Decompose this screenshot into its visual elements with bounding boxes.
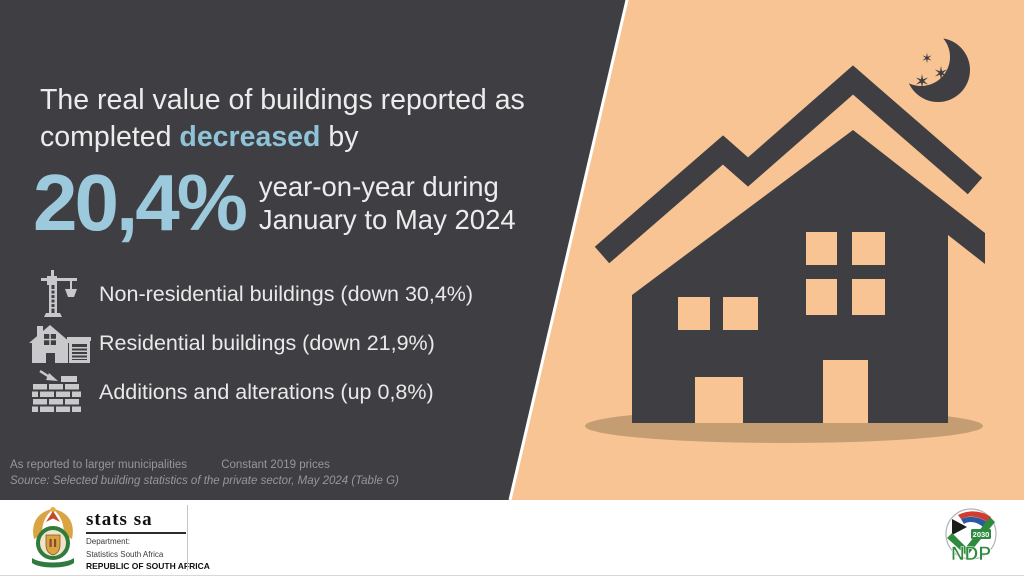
house-body: [632, 130, 985, 423]
left-window-2: [723, 297, 758, 330]
house-illustration: [594, 65, 985, 423]
diagonal-divider: [508, 0, 629, 501]
wordmark-underline: [86, 532, 186, 534]
headline-highlight: decreased: [179, 121, 321, 153]
right-window-pane-2: [852, 232, 885, 265]
stat-caption: year-on-year during January to May 2024: [258, 171, 516, 235]
footnote-line1: As reported to larger municipalities Con…: [10, 458, 399, 474]
moon-crescent-cut: [892, 28, 950, 86]
stat-value: 20,4%: [33, 158, 248, 247]
right-door: [823, 360, 868, 423]
list-item: Additions and alterations (up 0,8%): [28, 368, 473, 417]
dark-panel: [0, 0, 627, 500]
left-door: [695, 377, 743, 423]
ndp-year: 2030: [973, 530, 990, 539]
dept-line2: Statistics South Africa: [86, 549, 164, 559]
breakdown-label: Non-residential buildings (down 30,4%): [99, 282, 474, 306]
left-window-1: [678, 297, 710, 330]
house-garage-icon: [28, 324, 92, 363]
source-label: Source:: [10, 474, 50, 487]
headline-line2: completed decreased by: [40, 121, 359, 153]
footnote-note2: Constant 2019 prices: [221, 459, 330, 471]
moon-and-stars: [892, 28, 970, 102]
bricks-icon: [28, 369, 92, 416]
ndp-2030-logo: 2030 NDP: [945, 508, 997, 565]
source-line: Source: Selected building statistics of …: [10, 474, 399, 490]
right-window-pane-1: [806, 232, 837, 265]
breakdown-label: Residential buildings (down 21,9%): [99, 331, 435, 355]
zigzag-roofline: [594, 65, 983, 264]
breakdown-label: Additions and alterations (up 0,8%): [99, 380, 434, 404]
ndp-label: NDP: [951, 544, 991, 565]
list-item: Non-residential buildings (down 30,4%): [28, 269, 474, 320]
key-statistic: 20,4% year-on-year during January to May…: [33, 161, 516, 245]
headline-line1: The real value of buildings reported as: [40, 84, 525, 116]
footnote-note1: As reported to larger municipalities: [10, 459, 188, 471]
right-window-pane-4: [852, 279, 885, 315]
dept-line1: Department:: [86, 537, 131, 546]
statssa-wordmark: stats sa: [86, 509, 153, 530]
footnotes: As reported to larger municipalities Con…: [10, 458, 399, 489]
source-title: Selected building statistics of the priv…: [52, 474, 399, 487]
statssa-block: stats sa Department: Statistics South Af…: [86, 509, 210, 572]
footer-bar: stats sa Department: Statistics South Af…: [0, 500, 1024, 576]
list-item: Residential buildings (down 21,9%): [28, 319, 473, 368]
crane-icon: [28, 269, 92, 320]
headline: The real value of buildings reported as …: [40, 82, 525, 156]
breakdown-list: Non-residential buildings (down 30,4%): [28, 269, 474, 417]
footer-divider: [187, 505, 188, 571]
right-window-pane-3: [806, 279, 837, 315]
dept-line3: REPUBLIC OF SOUTH AFRICA: [86, 561, 210, 571]
coat-of-arms-logo: [32, 506, 74, 568]
